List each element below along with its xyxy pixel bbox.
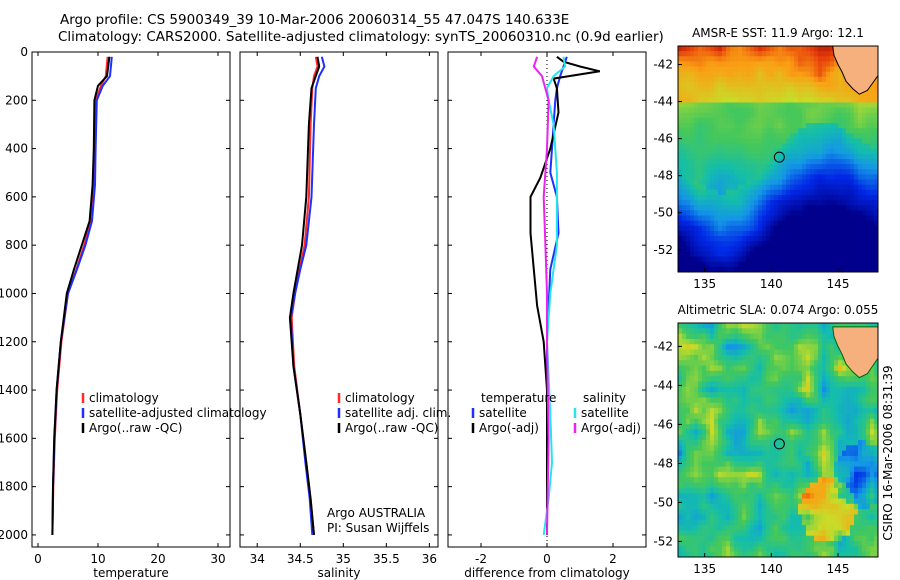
sla-heatmap-cells <box>678 323 878 557</box>
sla-lat-tick-label: -52 <box>653 534 673 548</box>
sla-lon-tick-label: 140 <box>760 562 783 576</box>
salinity-xtick-label: 35.5 <box>373 552 400 566</box>
temperature-legend-label: Argo(..raw -QC) <box>89 421 182 435</box>
salinity-plot-frame <box>239 51 439 548</box>
salinity-xlabel: salinity <box>317 566 360 580</box>
sst-lat-tick-label: -42 <box>653 58 673 72</box>
salinity-xtick-label: 34 <box>250 552 265 566</box>
temperature-xlabel: temperature <box>93 566 168 580</box>
sst-map-group: 135 140 145 -42 -44 -46 -48 -50 -52 AMSR-E SST: 1… <box>653 26 879 291</box>
depth-tick-label: 2000 <box>0 528 28 542</box>
difference-legend-heading: salinity <box>583 391 626 405</box>
argo-pi-label: PI: Susan Wijffels <box>327 521 429 535</box>
temperature-xtick-label: 0 <box>34 552 42 566</box>
sst-lat-tick-label: -44 <box>653 95 673 109</box>
difference-xtick-label: 0 <box>543 552 551 566</box>
difference-legend-heading: temperature <box>481 391 556 405</box>
sla-lat-tick-label: -44 <box>653 378 673 392</box>
salinity-xtick-label: 35 <box>336 552 351 566</box>
sla-map-title: Altimetric SLA: 0.074 Argo: 0.055 <box>678 303 879 317</box>
sst-map-title: AMSR-E SST: 11.9 Argo: 12.1 <box>692 26 864 40</box>
sla-map-group: 135 140 145 -42 -44 -46 -48 -50 -52 Altimetric SL… <box>653 303 879 576</box>
figure-title-line1: Argo profile: CS 5900349_39 10-Mar-2006 … <box>60 12 570 28</box>
sla-lat-tick-label: -42 <box>653 339 673 353</box>
argo-float-marker <box>773 151 785 163</box>
salinity-xtick-label: 34.5 <box>287 552 314 566</box>
salinity-legend-label: satellite adj. clim. <box>345 406 451 420</box>
figure-title-line2: Climatology: CARS2000. Satellite-adjuste… <box>58 29 664 45</box>
difference-legend-label: Argo(-adj) <box>479 421 539 435</box>
difference-legend-label: satellite <box>479 406 527 420</box>
temperature-xtick-label: 30 <box>210 552 225 566</box>
depth-tick-label: 200 <box>5 93 28 107</box>
depth-tick-label: 400 <box>5 142 28 156</box>
temperature-legend-label: climatology <box>89 391 159 405</box>
depth-tick-label: 1400 <box>0 383 28 397</box>
salinity-xtick-label: 36 <box>422 552 437 566</box>
sst-lat-tick-label: -46 <box>653 132 673 146</box>
depth-tick-label: 800 <box>5 238 28 252</box>
depth-tick-label: 600 <box>5 190 28 204</box>
tasmania-landmass <box>832 46 878 95</box>
sla-lat-tick-label: -50 <box>653 495 673 509</box>
sst-lon-tick-label: 135 <box>693 277 716 291</box>
tasmania-landmass <box>832 326 878 379</box>
salinity-legend-label: climatology <box>345 391 415 405</box>
salinity-legend-label: Argo(..raw -QC) <box>345 421 438 435</box>
sst-lat-tick-label: -52 <box>653 243 673 257</box>
depth-tick-label: 1000 <box>0 286 28 300</box>
sst-lat-tick-label: -48 <box>653 169 673 183</box>
depth-tick-label: 1200 <box>0 335 28 349</box>
difference-xtick-label: -2 <box>475 552 487 566</box>
temperature-xtick-label: 20 <box>150 552 165 566</box>
difference-legend-label: Argo(-adj) <box>581 421 641 435</box>
sla-lon-tick-label: 135 <box>693 562 716 576</box>
difference-legend-label: satellite <box>581 406 629 420</box>
temperature-xtick-label: 10 <box>90 552 105 566</box>
difference-series-line <box>532 56 550 535</box>
sla-map-frame <box>677 322 879 558</box>
sla-lat-tick-label: -48 <box>653 456 673 470</box>
argo-float-marker <box>773 438 785 450</box>
temperature-legend-label: satellite-adjusted climatology <box>89 406 267 420</box>
sst-lon-tick-label: 140 <box>760 277 783 291</box>
sst-map-frame <box>677 45 879 273</box>
depth-tick-label: 1600 <box>0 431 28 445</box>
sla-lon-tick-label: 145 <box>827 562 850 576</box>
salinity-series-line <box>288 56 321 535</box>
timestamp-stamp: CSIRO 16-Mar-2006 08:31:39 <box>881 365 895 540</box>
depth-tick-label: 0 <box>20 45 28 59</box>
difference-xtick-label: 2 <box>609 552 617 566</box>
difference-series-line <box>529 55 601 535</box>
argo-owner-label: Argo AUSTRALIA <box>327 506 426 520</box>
difference-series-line <box>542 56 567 536</box>
sla-lat-tick-label: -46 <box>653 417 673 431</box>
temperature-plot-frame <box>31 51 231 548</box>
depth-tick-label: 1800 <box>0 480 28 494</box>
sst-lat-tick-label: -50 <box>653 206 673 220</box>
difference-xlabel: difference from climatology <box>464 566 630 580</box>
temperature-series-line <box>51 56 111 535</box>
sst-lon-tick-label: 145 <box>827 277 850 291</box>
